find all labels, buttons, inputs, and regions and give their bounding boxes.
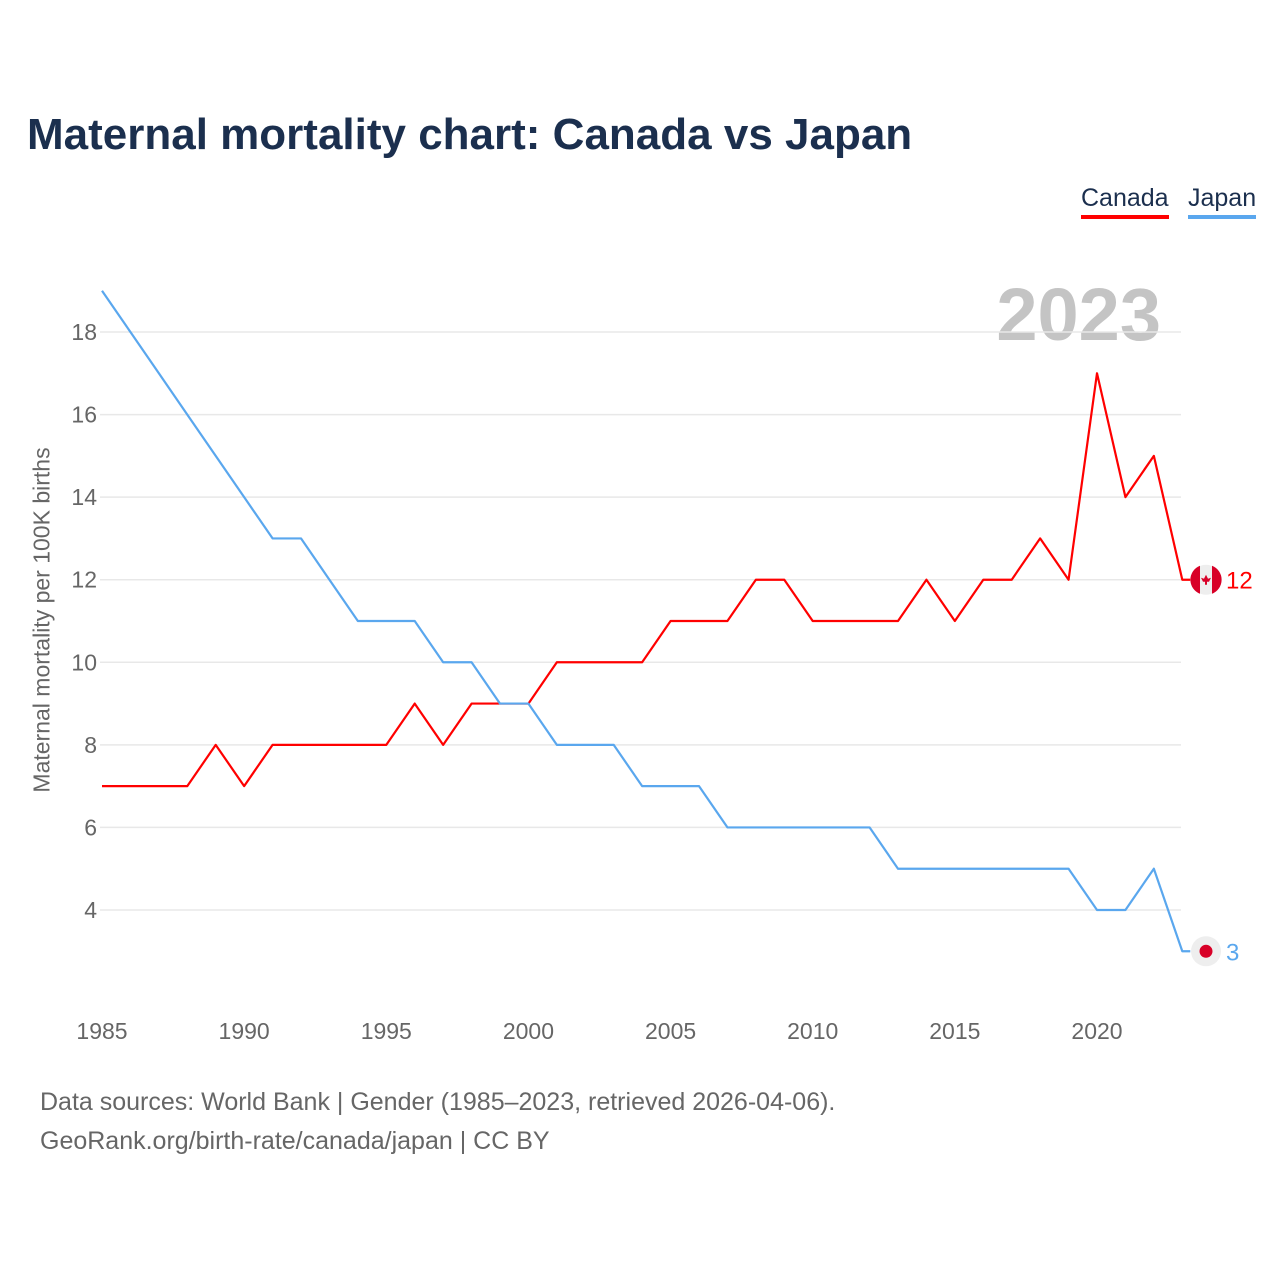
y-tick-label: 4 <box>84 897 97 923</box>
legend-japan[interactable]: Japan <box>1188 184 1257 219</box>
x-tick-label: 2005 <box>645 1018 696 1044</box>
y-tick-label: 8 <box>84 732 97 758</box>
x-tick-label: 2015 <box>929 1018 980 1044</box>
y-tick-label: 18 <box>71 319 97 345</box>
x-tick-label: 1985 <box>76 1018 127 1044</box>
x-tick-label: 1990 <box>219 1018 270 1044</box>
y-tick-label: 6 <box>84 814 97 840</box>
series-line-canada <box>102 372 1191 788</box>
japan-flag-disc <box>1199 944 1213 958</box>
source-line-2[interactable]: GeoRank.org/birth-rate/canada/japan | CC… <box>40 1127 550 1155</box>
canada-flag-band <box>1212 565 1222 594</box>
x-tick-label: 2010 <box>787 1018 838 1044</box>
end-value-label-japan: 3 <box>1226 939 1239 966</box>
series-line-japan <box>101 290 1191 953</box>
end-value-label-canada: 12 <box>1226 568 1253 595</box>
chart-title: Maternal mortality chart: Canada vs Japa… <box>27 110 913 159</box>
year-label: 2023 <box>996 273 1161 356</box>
x-tick-label: 2020 <box>1071 1018 1122 1044</box>
y-tick-label: 10 <box>71 649 97 675</box>
maple-leaf-icon <box>1201 574 1211 585</box>
y-tick-label: 14 <box>71 484 97 510</box>
y-tick-label: 12 <box>71 567 97 593</box>
legend-canada[interactable]: Canada <box>1081 184 1169 219</box>
canada-flag-band <box>1190 565 1200 594</box>
y-tick-label: 16 <box>71 402 97 428</box>
x-tick-label: 1995 <box>361 1018 412 1044</box>
x-tick-label: 2000 <box>503 1018 554 1044</box>
source-line-1: Data sources: World Bank | Gender (1985–… <box>40 1088 836 1116</box>
